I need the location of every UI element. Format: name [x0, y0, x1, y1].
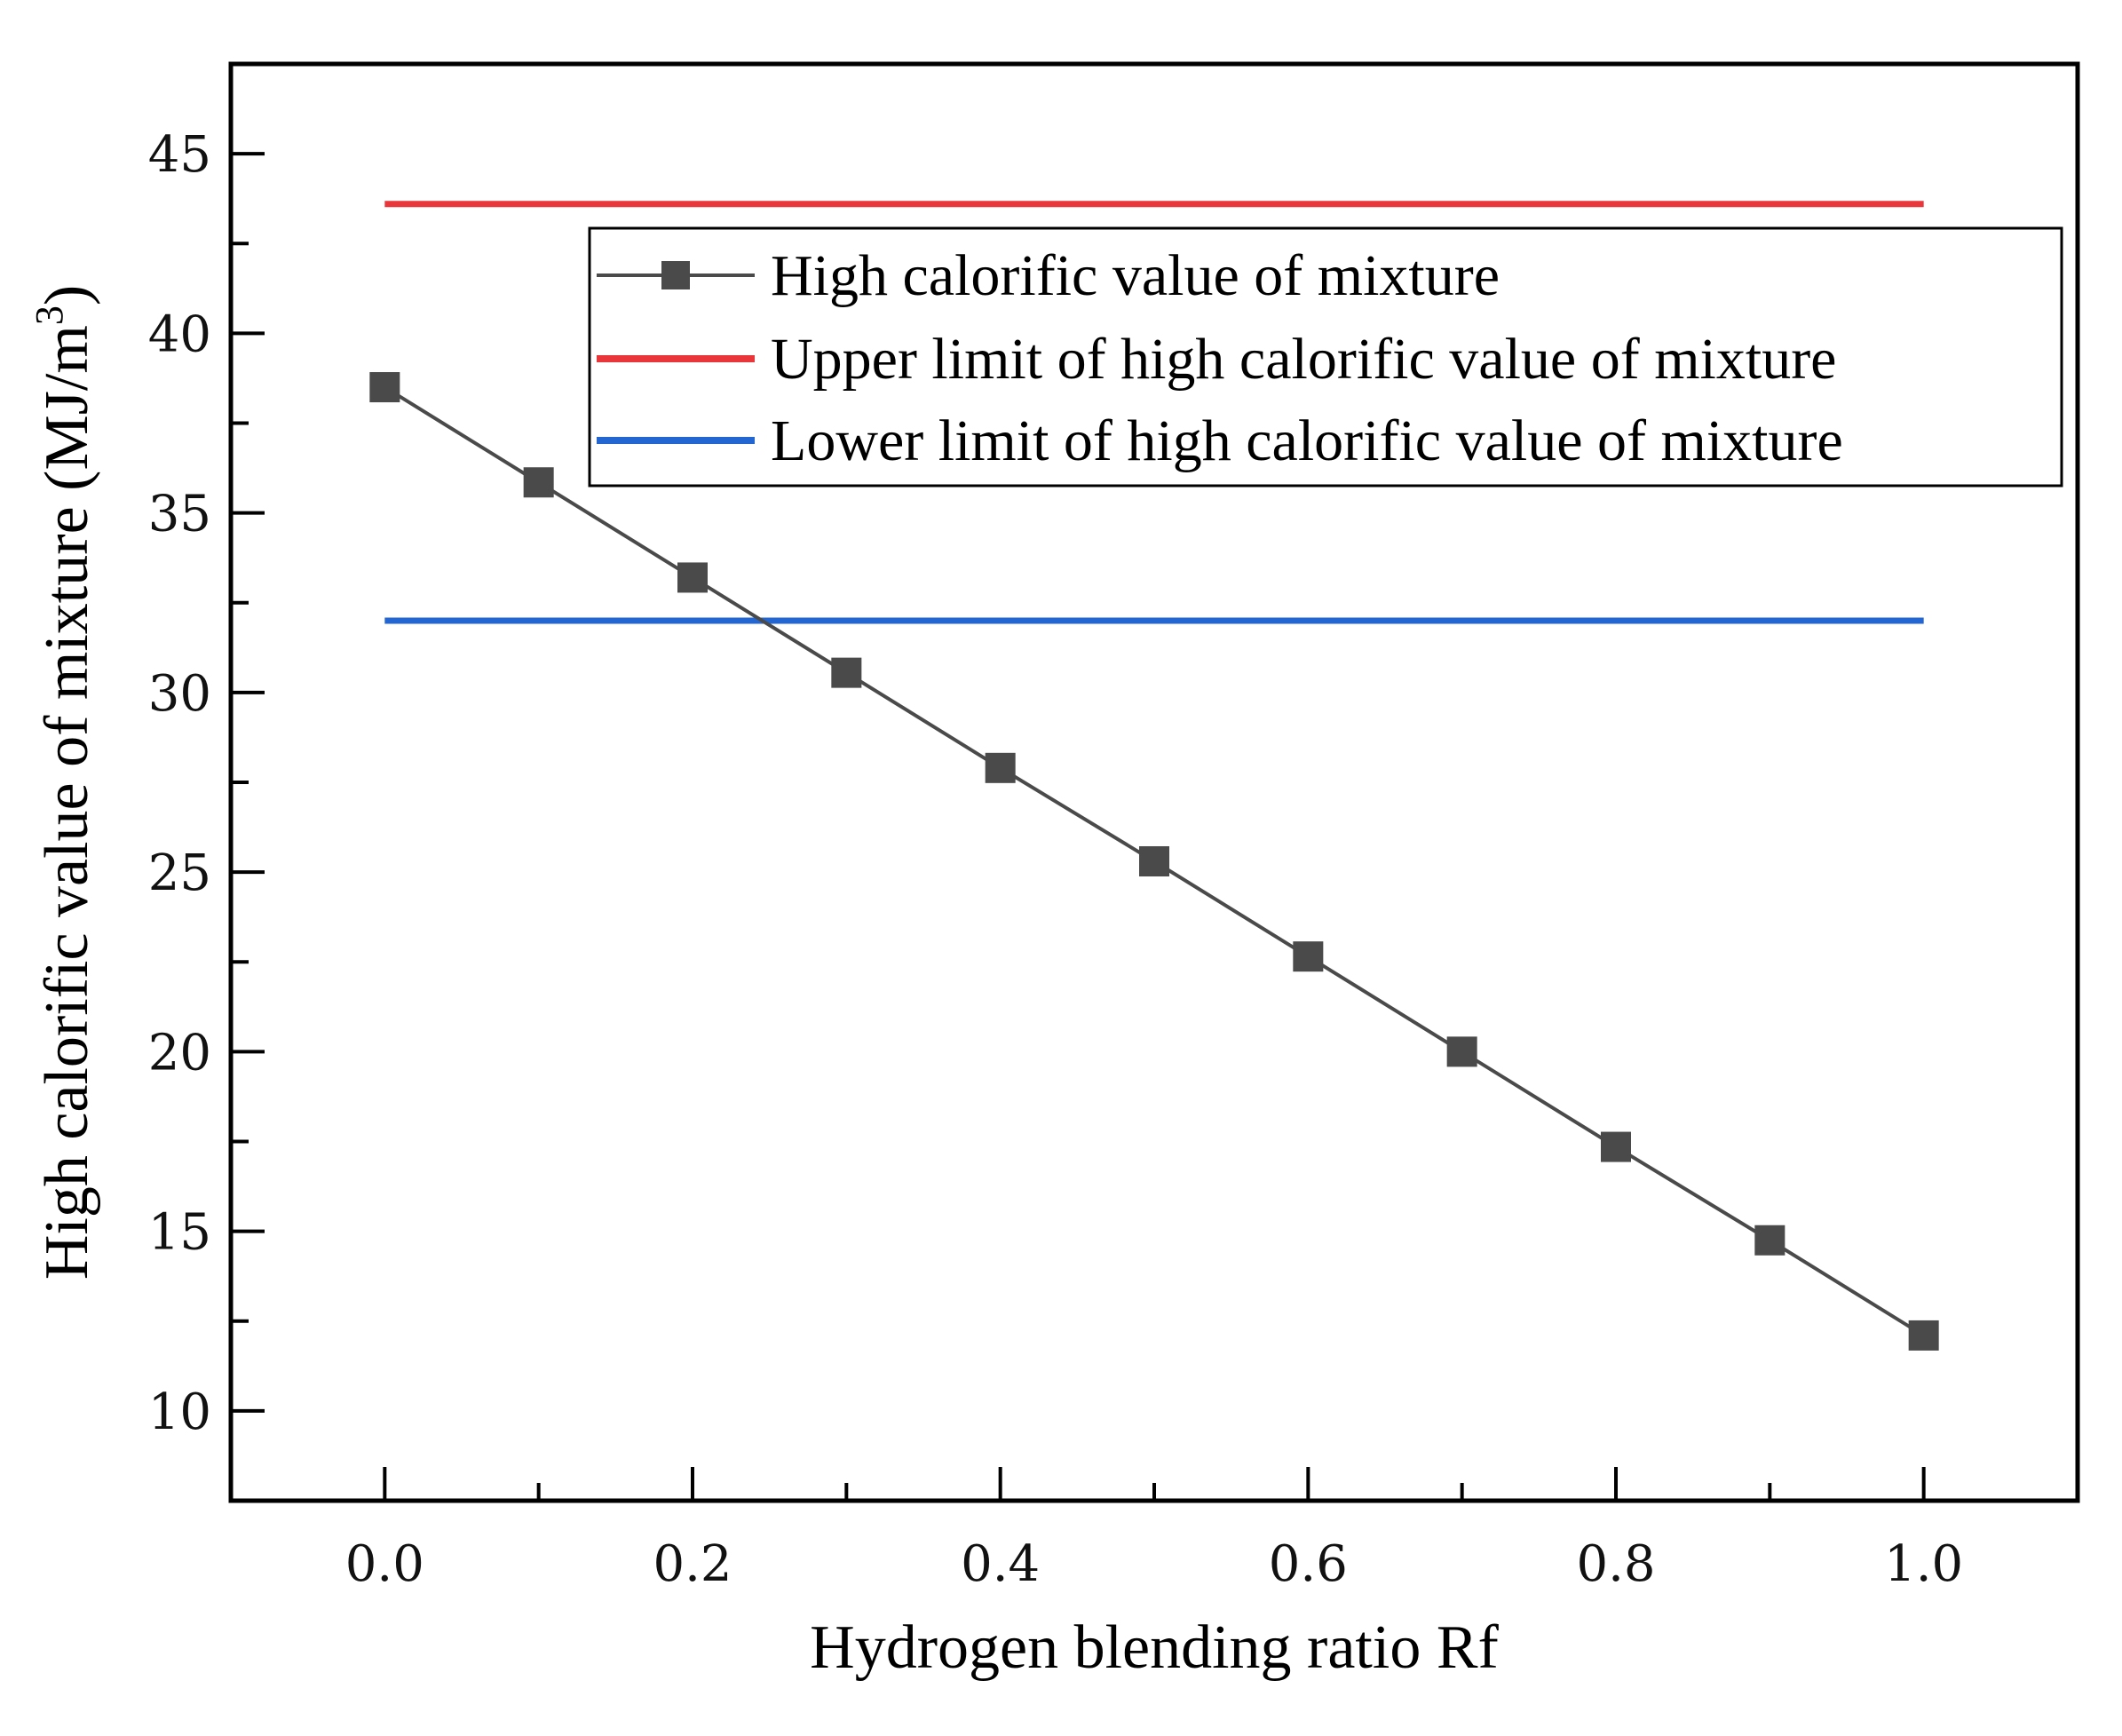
- mixture-data-point: [1293, 941, 1324, 972]
- series-layer: [369, 201, 1939, 1351]
- y-tick-label: 30: [148, 665, 211, 723]
- y-tick-label: 35: [148, 486, 211, 543]
- mixture-data-point: [1908, 1320, 1939, 1351]
- x-tick-label: 0.0: [345, 1535, 424, 1593]
- legend: High calorific value of mixture Upper li…: [588, 226, 2063, 488]
- x-tick-label: 0.2: [653, 1535, 732, 1593]
- legend-label-mixture: High calorific value of mixture: [771, 243, 1500, 308]
- mixture-data-point: [369, 372, 400, 403]
- mixture-data-point: [1139, 845, 1169, 876]
- tick-labels: 0.0 0.2 0.4 0.6 0.8 1.0 10 15 20 25 30 35 40 45: [148, 126, 1963, 1593]
- mixture-data-point: [985, 752, 1016, 783]
- y-tick-label: 10: [148, 1383, 211, 1441]
- axis-ticks: [231, 152, 1926, 1501]
- y-axis-title-sup: 3: [28, 305, 71, 325]
- mixture-data-point: [523, 467, 554, 498]
- y-tick-label: 40: [148, 305, 211, 363]
- y-tick-label: 15: [148, 1204, 211, 1262]
- legend-label-upper: Upper limit of high calorific value of m…: [771, 327, 1836, 392]
- y-axis-title: High calorific value of mixture (MJ/m3): [28, 285, 101, 1280]
- x-tick-label: 0.8: [1576, 1535, 1655, 1593]
- mixture-data-point: [1601, 1131, 1631, 1162]
- mixture-data-point: [831, 657, 862, 688]
- mixture-data-point: [1446, 1036, 1477, 1067]
- legend-label-lower: Lower limit of high calorific value of m…: [771, 408, 1843, 473]
- mixture-data-point: [677, 562, 708, 593]
- y-axis-title-main: High calorific value of mixture (MJ/m: [33, 325, 101, 1280]
- y-axis-title-close: ): [33, 285, 101, 305]
- y-tick-label: 20: [148, 1024, 211, 1082]
- x-tick-label: 1.0: [1884, 1535, 1963, 1593]
- x-tick-label: 0.4: [961, 1535, 1040, 1593]
- legend-box: [588, 226, 2063, 488]
- y-tick-label: 25: [148, 844, 211, 902]
- legend-swatch-marker-mixture: [661, 261, 690, 289]
- x-tick-label: 0.6: [1269, 1535, 1348, 1593]
- y-tick-label: 45: [148, 126, 211, 184]
- x-axis-title: Hydrogen blending ratio Rf: [810, 1613, 1499, 1682]
- mixture-data-point: [1754, 1225, 1785, 1256]
